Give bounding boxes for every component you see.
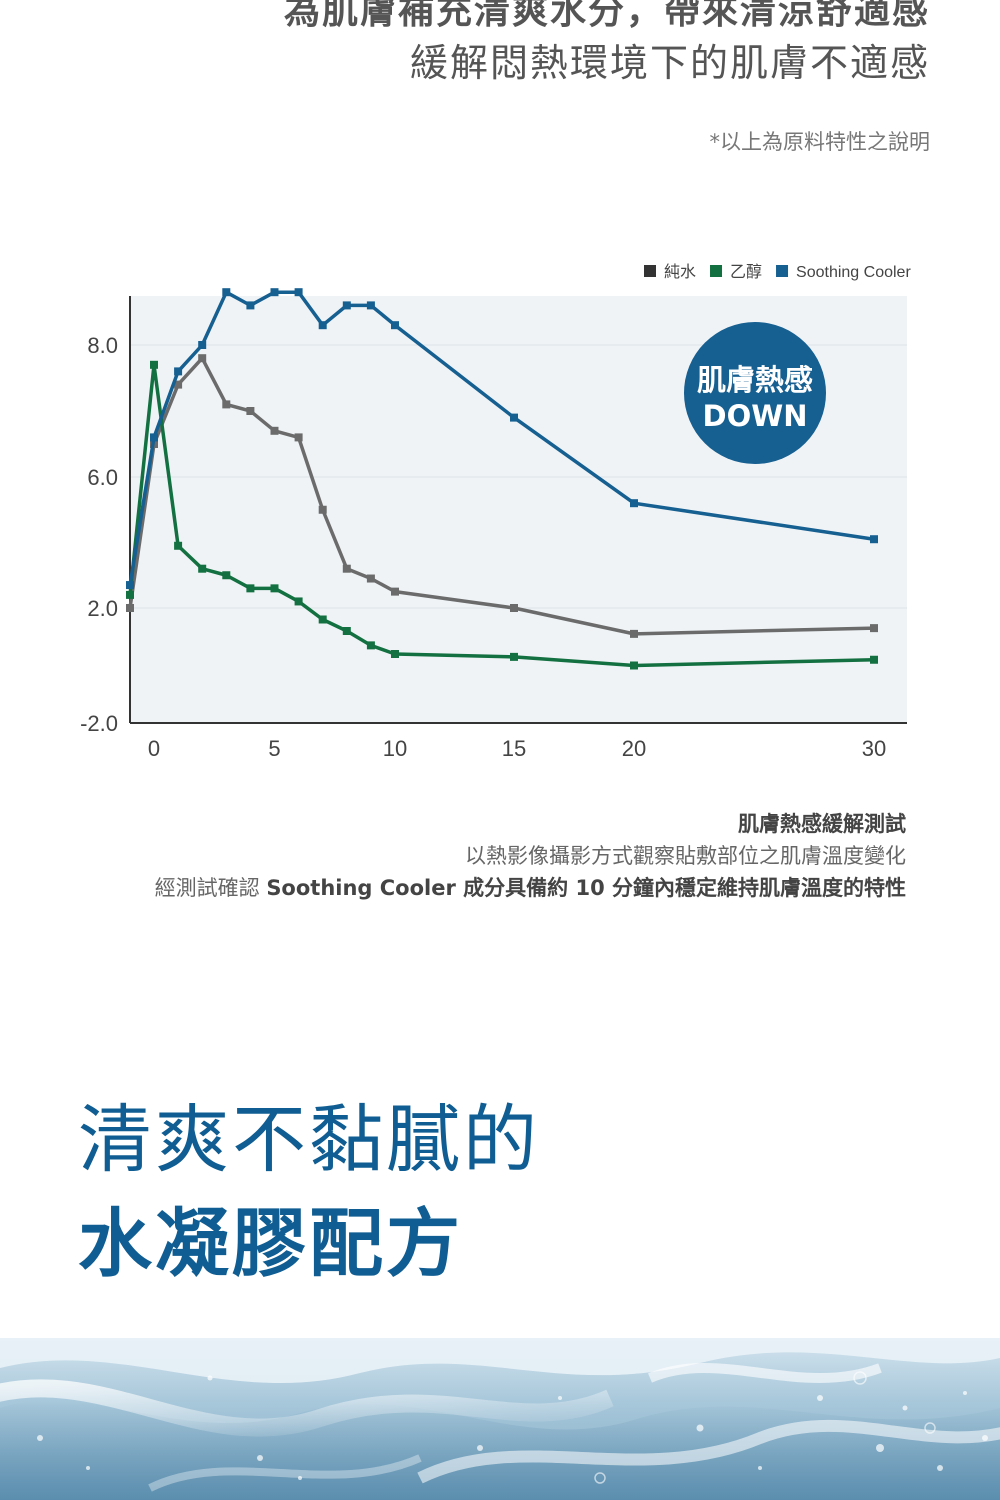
series-point-0 <box>198 354 207 363</box>
badge-line-1: 肌膚熱感 <box>697 363 813 397</box>
series-point-0 <box>294 433 303 442</box>
series-point-2 <box>174 367 183 376</box>
x-tick-label: 5 <box>268 736 280 761</box>
series-point-0 <box>270 426 279 435</box>
series-point-2 <box>150 433 158 442</box>
series-point-2 <box>391 321 399 330</box>
series-point-1 <box>222 571 231 580</box>
series-point-0 <box>342 564 351 573</box>
y-tick-label: 8.0 <box>87 333 118 358</box>
series-point-2 <box>342 301 351 310</box>
caption-conclusion: 經測試確認 Soothing Cooler 成分具備約 10 分鐘內穩定維持肌膚… <box>155 872 906 904</box>
series-point-1 <box>366 641 375 650</box>
series-point-0 <box>174 380 183 389</box>
raw-material-note: *以上為原料特性之說明 <box>709 130 931 154</box>
y-tick-label: 6.0 <box>87 465 118 490</box>
section-headline: 清爽不黏膩的 水凝膠配方 <box>78 1088 540 1296</box>
x-tick-label: 30 <box>862 736 886 761</box>
series-point-1 <box>126 590 134 599</box>
series-point-0 <box>222 400 231 409</box>
temperature-line-chart: 8.0 6.0 2.0 -2.0 0 5 10 15 20 30 純水 乙醇 Soothing Cool… <box>80 263 911 761</box>
y-tick-label: -2.0 <box>80 711 118 736</box>
series-point-1 <box>294 597 303 606</box>
headline-line-2: 水凝膠配方 <box>78 1201 463 1287</box>
series-point-0 <box>126 604 134 612</box>
series-point-0 <box>366 574 375 583</box>
y-tick-label: 2.0 <box>87 596 118 621</box>
chart-caption: 肌膚熱感緩解測試 以熱影像攝影方式觀察貼敷部位之肌膚溫度變化 經測試確認 Soo… <box>155 808 906 904</box>
series-point-2 <box>318 321 327 330</box>
legend-label: Soothing Cooler <box>796 264 911 281</box>
series-point-0 <box>246 407 255 415</box>
series-point-1 <box>246 584 255 593</box>
x-tick-label: 0 <box>148 736 160 761</box>
series-point-0 <box>510 604 518 612</box>
series-point-2 <box>870 535 878 544</box>
x-tick-label: 20 <box>622 736 646 761</box>
series-point-2 <box>294 288 303 297</box>
badge-line-2: DOWN <box>703 399 808 433</box>
caption-conclusion-bold: Soothing Cooler 成分具備約 10 分鐘內穩定維持肌膚溫度的特性 <box>266 876 906 900</box>
water-texture <box>0 1338 1000 1500</box>
caption-description: 以熱影像攝影方式觀察貼敷部位之肌膚溫度變化 <box>465 844 906 868</box>
series-point-1 <box>318 615 327 624</box>
series-point-1 <box>150 360 158 369</box>
series-point-1 <box>342 627 351 635</box>
header-title: 為肌膚補充清爽水分，帶來清涼舒適感 <box>283 0 930 32</box>
legend-label: 純水 <box>664 263 696 281</box>
series-point-2 <box>246 301 255 310</box>
series-point-2 <box>126 581 134 590</box>
series-point-2 <box>198 341 207 349</box>
series-point-2 <box>510 413 518 422</box>
x-tick-label: 15 <box>502 736 526 761</box>
series-point-0 <box>630 629 638 638</box>
series-point-1 <box>630 661 638 670</box>
header-subtitle: 緩解悶熱環境下的肌膚不適感 <box>409 41 930 85</box>
legend-swatch <box>710 265 723 277</box>
series-point-1 <box>198 564 207 573</box>
caption-title: 肌膚熱感緩解測試 <box>738 812 906 836</box>
series-point-1 <box>510 652 518 661</box>
hydrogel-water-image <box>0 1338 1000 1500</box>
headline-line-1: 清爽不黏膩的 <box>78 1097 540 1183</box>
series-point-2 <box>366 301 375 310</box>
series-point-2 <box>270 288 279 297</box>
series-point-1 <box>391 650 399 658</box>
legend-swatch <box>644 265 656 277</box>
legend-swatch <box>776 265 789 277</box>
series-point-0 <box>870 624 878 633</box>
series-point-2 <box>630 499 638 508</box>
series-point-1 <box>174 541 183 550</box>
x-tick-label: 10 <box>383 736 407 761</box>
series-point-2 <box>222 288 231 297</box>
caption-conclusion-prefix: 經測試確認 <box>154 876 267 900</box>
series-point-1 <box>870 655 878 664</box>
series-point-0 <box>318 505 327 514</box>
series-point-1 <box>270 584 279 593</box>
heat-down-badge <box>684 322 826 464</box>
legend-label: 乙醇 <box>730 263 762 281</box>
series-point-0 <box>391 587 399 596</box>
